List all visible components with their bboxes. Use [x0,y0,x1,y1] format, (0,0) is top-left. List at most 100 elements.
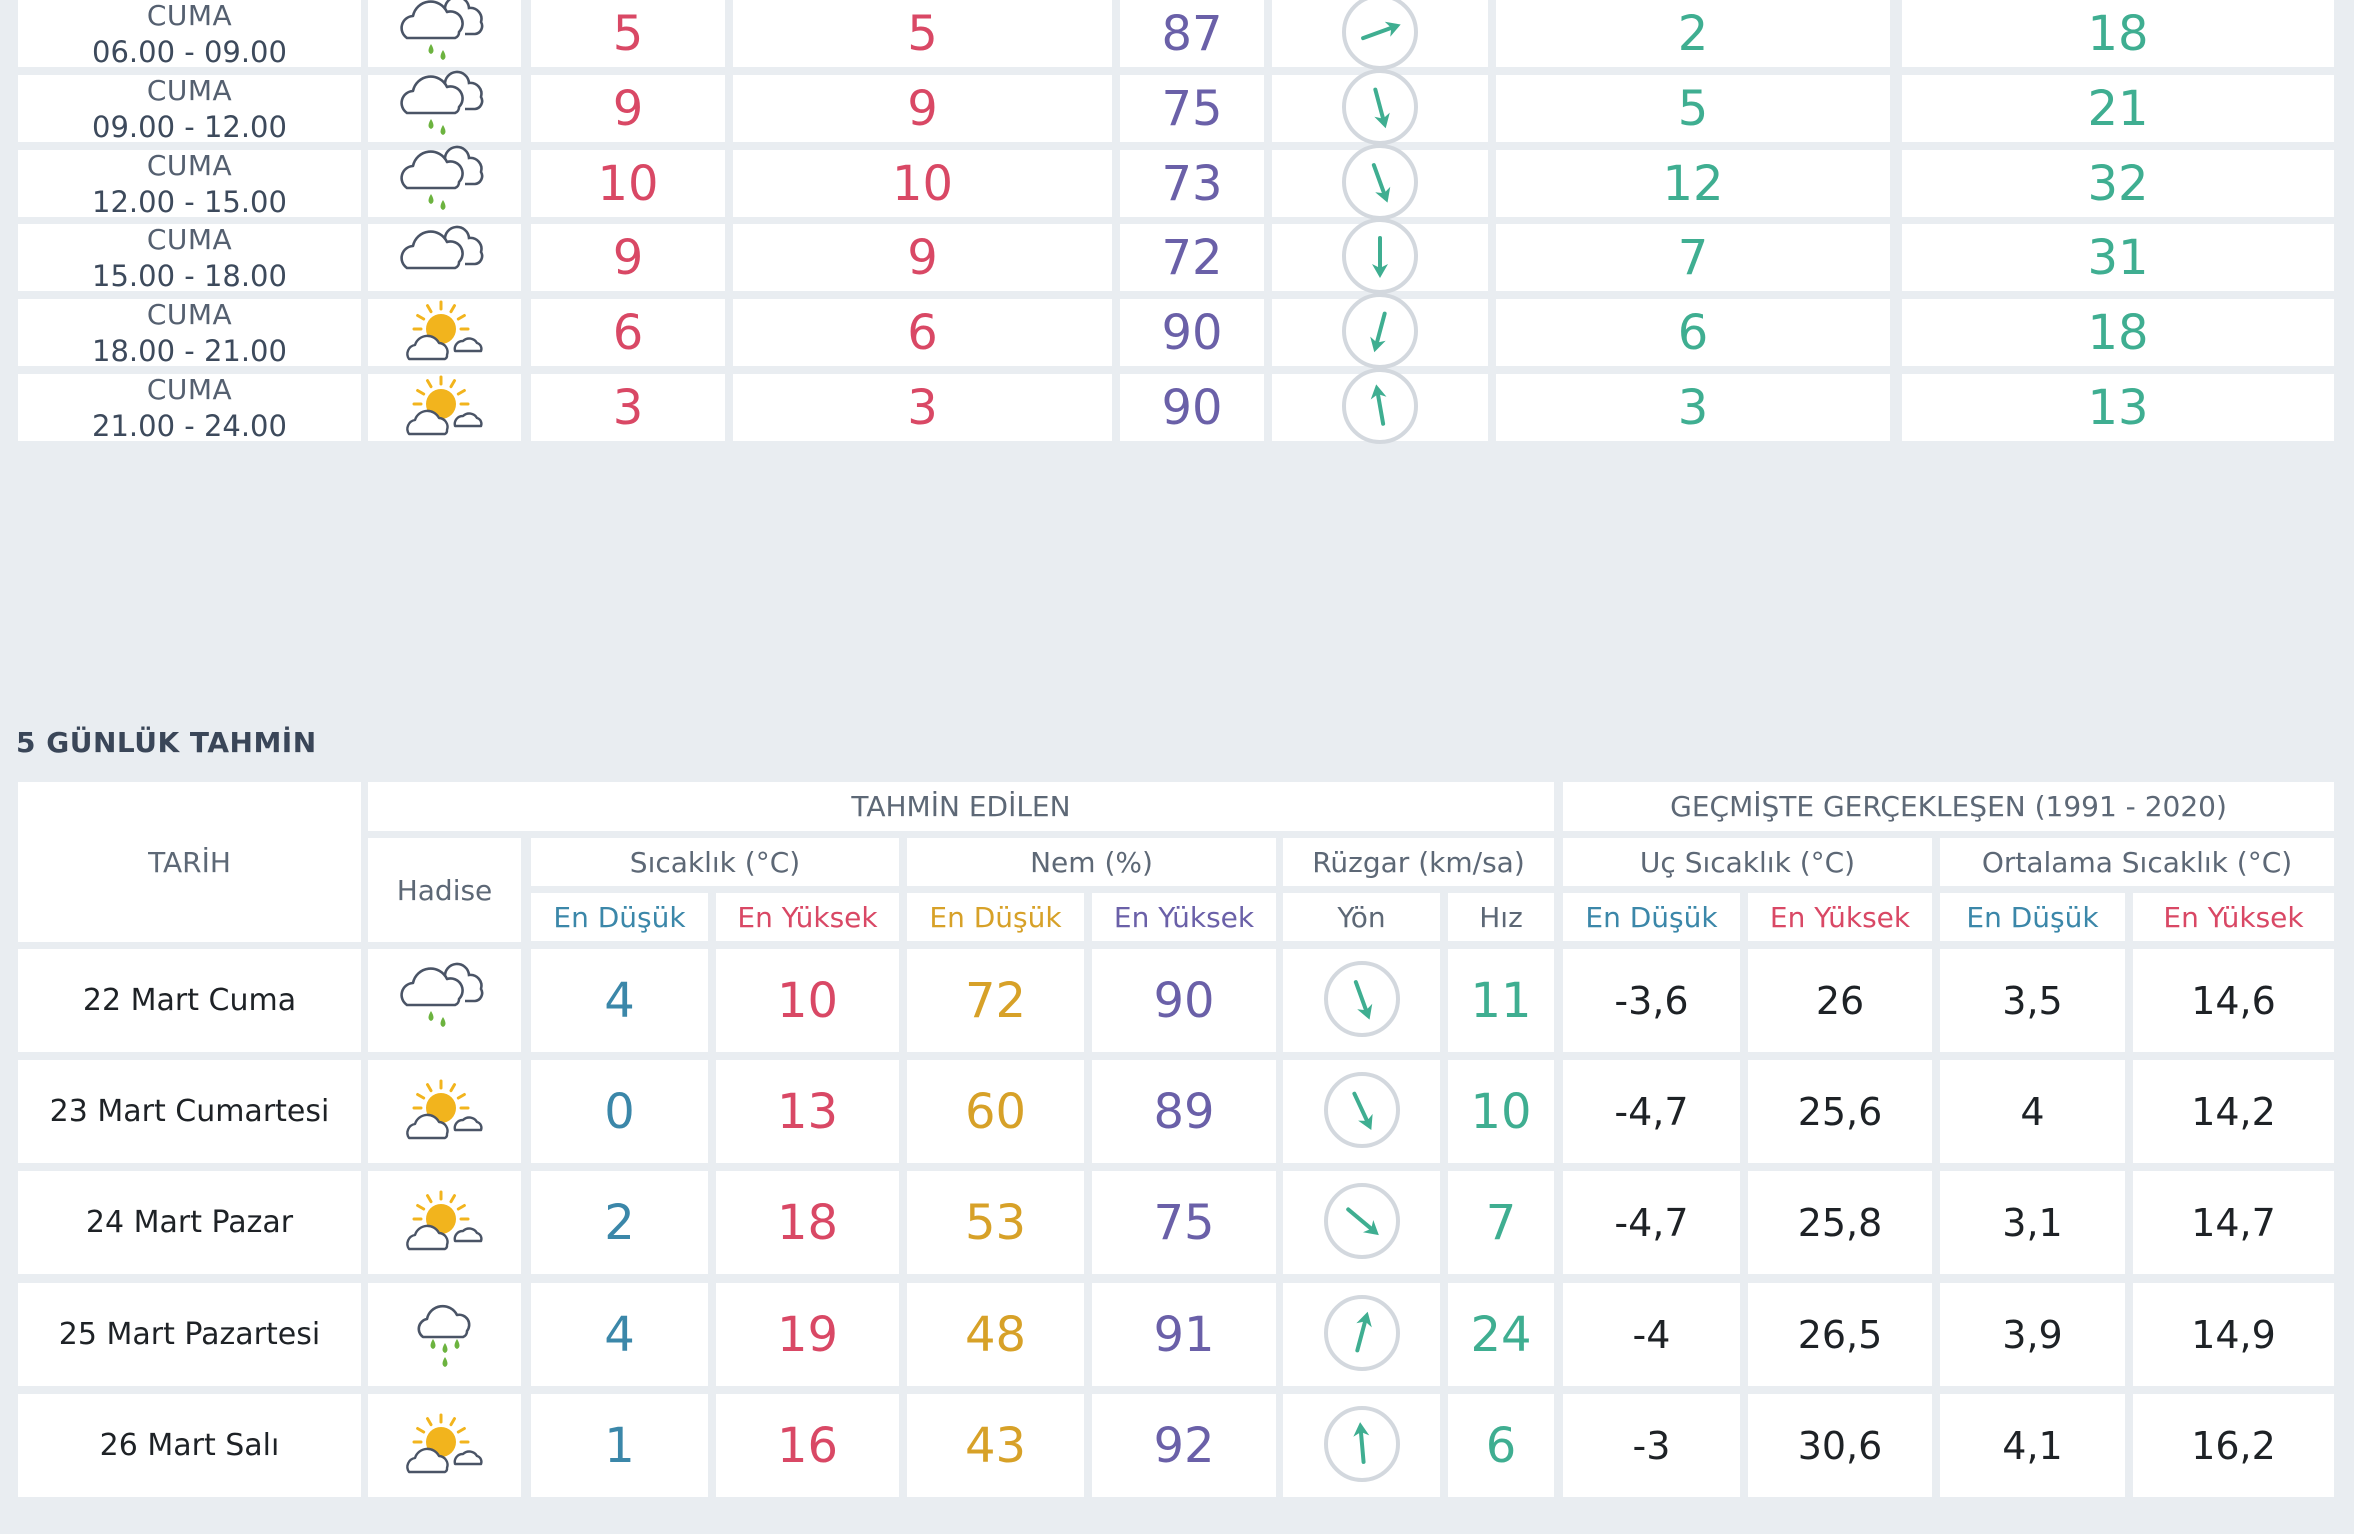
daily-temp-min-value: 1 [604,1417,635,1474]
rain-cloud-icon [395,957,495,1045]
daily-avg-max: 14,2 [2133,1060,2334,1163]
wind-direction-arrow-icon [1340,142,1420,226]
daily-temp-min: 4 [531,1283,708,1386]
hourly-time-cell: CUMA 15.00 - 18.00 [18,223,361,293]
daily-temp-min-value: 2 [604,1194,635,1251]
partly-cloudy-icon [395,364,495,452]
partly-cloudy-icon [395,1402,495,1490]
hourly-day: CUMA [146,372,233,406]
daily-temp-max-value: 18 [776,1194,839,1251]
header-avg-temp: Ortalama Sıcaklık (°C) [1940,838,2334,886]
hourly-wind-speed-value: 12 [1662,155,1724,212]
daily-temp-min: 2 [531,1171,708,1274]
hourly-icon-cell [368,299,521,366]
daily-extreme-max-value: 30,6 [1797,1423,1883,1468]
header-avg-temp-label: Ortalama Sıcaklık (°C) [1981,845,2293,879]
daily-extreme-max-value: 25,8 [1797,1200,1883,1245]
header-event-label: Hadise [396,873,493,907]
hourly-gust-value: 21 [2087,80,2149,137]
hourly-row: CUMA 15.00 - 18.00 9 9 72 7 31 [0,217,2354,294]
section-title: 5 GÜNLÜK TAHMİN [16,726,317,759]
hourly-humidity: 87 [1120,0,1264,67]
header-temperature-label: Sıcaklık (°C) [629,845,801,879]
hourly-temperature-value: 6 [612,304,644,361]
daily-extreme-max: 30,6 [1748,1394,1932,1497]
header-temp-min: En Düşük [531,893,708,941]
hourly-feels-like-value: 10 [891,155,954,212]
hourly-feels-like-value: 9 [907,229,938,286]
daily-temp-max-value: 13 [776,1083,839,1140]
hourly-row: CUMA 09.00 - 12.00 9 9 75 5 21 [0,68,2354,145]
daily-extreme-min: -4,7 [1563,1060,1740,1163]
daily-wind-speed: 10 [1448,1060,1554,1163]
header-wind-direction-label: Yön [1337,900,1386,934]
hourly-wind-speed: 6 [1496,299,1890,366]
rain-drops-icon [395,1291,495,1379]
daily-humidity-min: 53 [907,1171,1084,1274]
daily-date-value: 26 Mart Salı [99,1428,280,1463]
partly-cloudy-icon [395,1179,495,1267]
hourly-time-cell: CUMA 21.00 - 24.00 [18,372,361,443]
header-wind-speed-label: Hız [1479,900,1523,934]
daily-extreme-max: 25,8 [1748,1171,1932,1274]
header-temp-max-label: En Yüksek [737,900,878,934]
hourly-humidity-value: 87 [1161,5,1223,62]
daily-temp-min-value: 4 [604,1306,635,1363]
hourly-feels-like-value: 5 [907,5,938,62]
daily-humidity-max: 75 [1092,1171,1276,1274]
daily-date: 26 Mart Salı [18,1394,361,1497]
hourly-humidity-value: 90 [1161,304,1223,361]
hourly-wind-speed-value: 5 [1677,80,1709,137]
daily-wind-speed-value: 7 [1485,1194,1517,1251]
wind-direction-arrow-icon [1322,1181,1402,1265]
hourly-time-cell: CUMA 09.00 - 12.00 [18,73,361,144]
daily-avg-max: 14,6 [2133,949,2334,1052]
daily-icon-cell [368,949,521,1052]
hourly-gust-value: 13 [2087,379,2149,436]
hourly-temperature-value: 10 [597,155,659,212]
daily-extreme-min-value: -4 [1632,1312,1671,1357]
daily-temp-max-value: 10 [776,972,839,1029]
daily-temp-min: 0 [531,1060,708,1163]
hourly-temperature: 6 [531,299,725,366]
hourly-time-range: 06.00 - 09.00 [92,34,287,69]
hourly-wind-direction [1272,68,1488,145]
daily-extreme-min: -4 [1563,1283,1740,1386]
hourly-feels-like: 3 [733,374,1112,441]
daily-wind-direction [1283,949,1440,1052]
hourly-day: CUMA [146,73,233,107]
daily-avg-min: 3,1 [1940,1171,2125,1274]
wind-direction-arrow-icon [1340,366,1420,450]
daily-temp-min-value: 4 [604,972,635,1029]
header-wind-label: Rüzgar (km/sa) [1312,845,1525,879]
hourly-temperature-value: 9 [612,229,644,286]
hourly-gust: 18 [1902,299,2334,366]
hourly-wind-direction [1272,217,1488,294]
daily-humidity-max-value: 92 [1153,1417,1215,1474]
daily-avg-max: 14,9 [2133,1283,2334,1386]
header-temp-max: En Yüksek [716,893,899,941]
daily-temp-max: 19 [716,1283,899,1386]
hourly-feels-like-value: 9 [907,80,938,137]
header-wind-direction: Yön [1283,893,1440,941]
wind-direction-arrow-icon [1340,0,1420,76]
header-predicted-label: TAHMİN EDİLEN [851,790,1071,823]
daily-wind-speed-value: 6 [1485,1417,1517,1474]
hourly-humidity: 75 [1120,75,1264,142]
daily-humidity-min: 72 [907,949,1084,1052]
daily-row: 26 Mart Salı 1 16 43 92 6 -3 30,6 4,1 16… [0,1394,2354,1497]
hourly-wind-speed: 7 [1496,224,1890,291]
header-extreme-min: En Düşük [1563,893,1740,941]
daily-date: 24 Mart Pazar [18,1171,361,1274]
daily-extreme-max: 26 [1748,949,1932,1052]
hourly-icon-cell [368,224,521,291]
header-predicted: TAHMİN EDİLEN [368,782,1554,831]
wind-direction-arrow-icon [1322,959,1402,1043]
hourly-temperature-value: 3 [612,379,644,436]
wind-direction-arrow-icon [1340,67,1420,151]
forecast-header-row-1: TARİH TAHMİN EDİLEN GEÇMİŞTE GERÇEKLEŞEN… [0,782,2354,942]
daily-wind-direction [1283,1283,1440,1386]
daily-extreme-max: 26,5 [1748,1283,1932,1386]
daily-extreme-min: -3 [1563,1394,1740,1497]
hourly-row: CUMA 06.00 - 09.00 5 5 87 2 18 [0,0,2354,70]
